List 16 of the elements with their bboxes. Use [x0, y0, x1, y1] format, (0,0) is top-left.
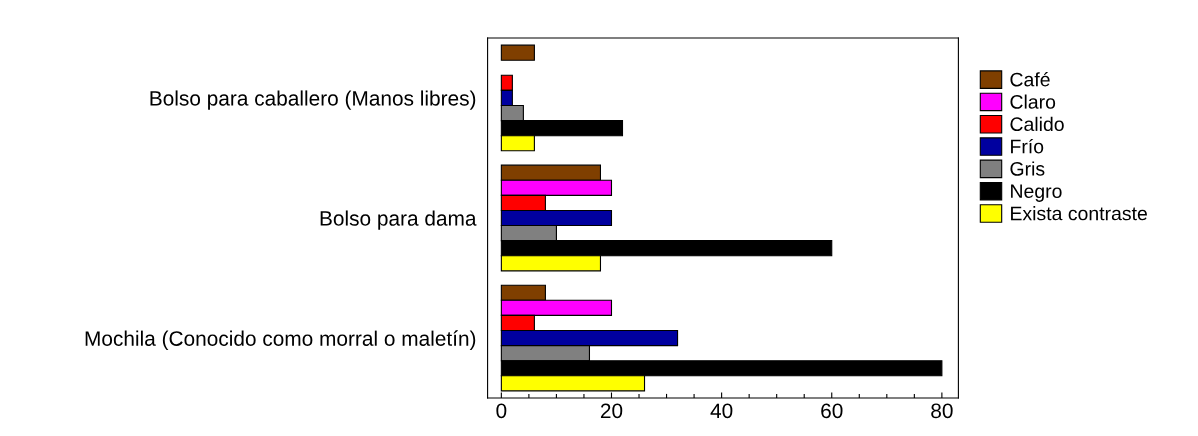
- x-tick-label: 0: [496, 403, 507, 419]
- legend-label: Calido: [1010, 116, 1064, 132]
- legend-label: Negro: [1011, 184, 1062, 202]
- y-tick-label: Bolso para dama: [320, 210, 477, 230]
- legend-label: Café: [1010, 71, 1050, 87]
- x-tick-label: 60: [821, 403, 843, 419]
- legend-label: Gris: [1010, 161, 1045, 176]
- x-tick-label: 80: [931, 403, 953, 419]
- x-tick-label: 20: [600, 403, 623, 419]
- legend-label: Frío: [1011, 138, 1044, 154]
- legend-label: Claro: [1010, 94, 1056, 109]
- y-tick-label: Mochila (Conocido como morral o maletín): [85, 330, 476, 351]
- bar: [500, 44, 535, 61]
- legend-label: Exista contraste: [1011, 206, 1147, 221]
- y-tick-label: Bolso para caballero (Manos libres): [150, 90, 476, 110]
- x-tick-label: 40: [710, 403, 733, 419]
